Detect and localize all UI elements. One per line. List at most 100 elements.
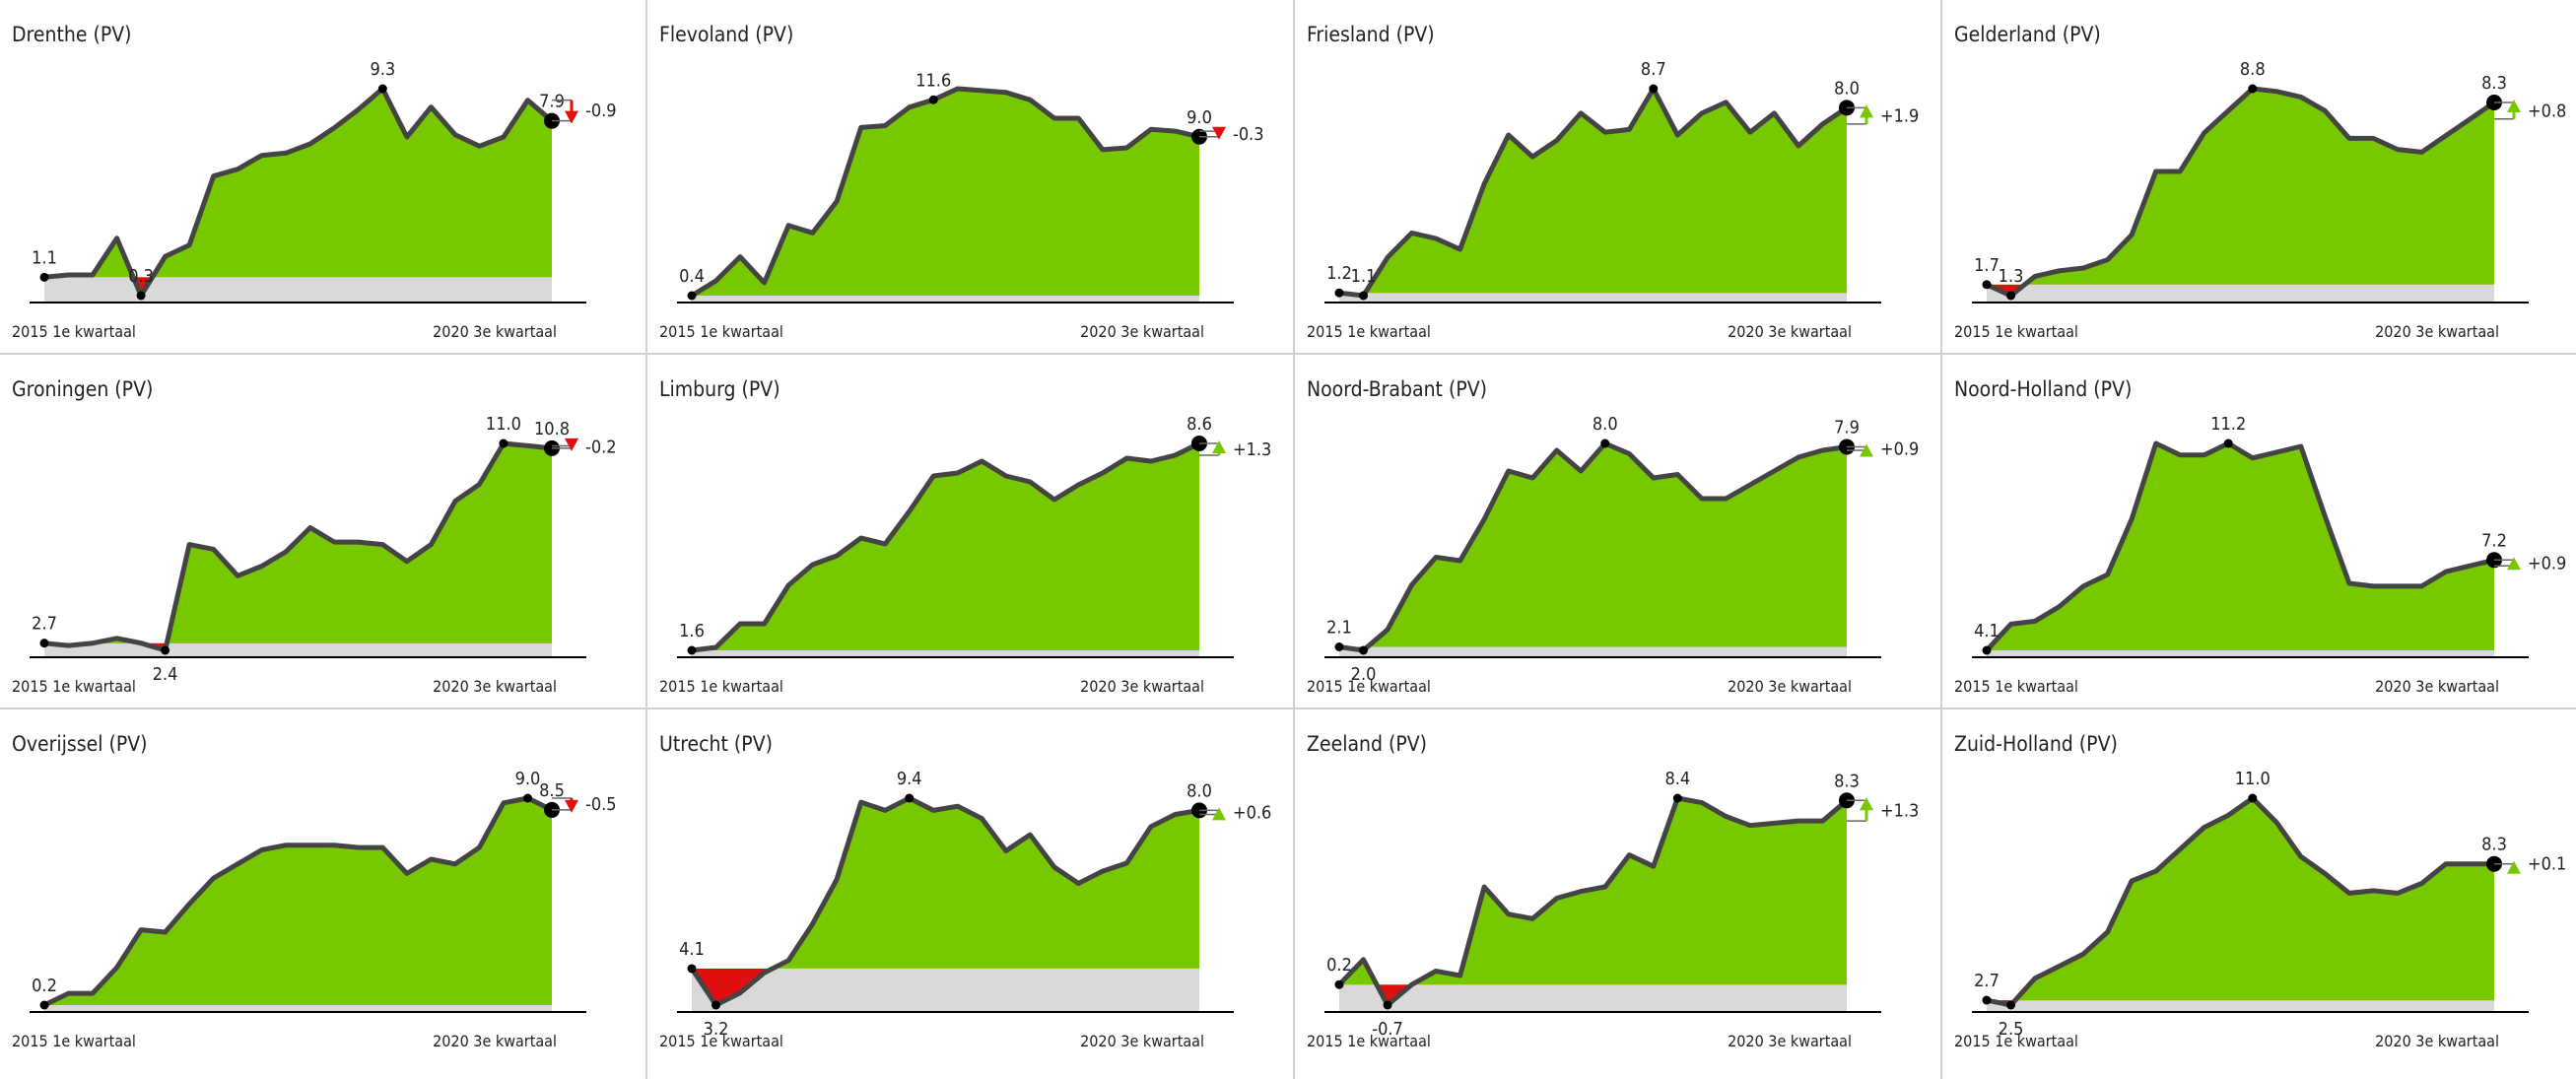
data-point [1334, 979, 1344, 989]
data-point [1359, 291, 1369, 301]
data-label: 2.1 [1326, 618, 1352, 639]
x-axis-start-label: 2015 1e kwartaal [659, 1032, 783, 1050]
chart-panel: Limburg (PV) 1.6 8.6 +1.3 2015 1e kwartaal 20… [647, 355, 1295, 708]
area-above-start [44, 89, 552, 278]
chart-title: Overijssel (PV) [12, 732, 148, 756]
change-arrow-up [2507, 557, 2521, 571]
data-point [499, 438, 508, 448]
data-label: 8.3 [2481, 835, 2507, 855]
series-line [1985, 86, 2496, 299]
data-label: 8.5 [539, 780, 565, 801]
data-label: 1.1 [32, 247, 57, 268]
data-point [39, 1000, 49, 1010]
chart-panel: Noord-Holland (PV) 4.1 11.2 7.2 +0.9 2015 1e … [1942, 355, 2576, 708]
change-label: +0.9 [1880, 438, 1919, 459]
data-label: 8.3 [1834, 771, 1860, 791]
area-above-start [692, 798, 1199, 969]
area-above-start [1339, 89, 1847, 294]
chart-title: Limburg (PV) [659, 377, 780, 401]
data-label: 3.2 [704, 1019, 729, 1040]
chart-title: Groningen (PV) [12, 377, 153, 401]
chart-panel: Flevoland (PV) 0.4 11.6 9.0 -0.3 2015 1e kwar… [647, 0, 1295, 353]
change-bracket [552, 99, 572, 122]
data-point [1982, 995, 1992, 1005]
x-axis-start-label: 2015 1e kwartaal [1954, 322, 2078, 341]
change-bracket [1199, 442, 1219, 456]
chart-svg: Noord-Holland (PV) 4.1 11.2 7.2 +0.9 2015 1e … [1954, 377, 2566, 696]
x-axis-end-label: 2020 3e kwartaal [1080, 322, 1204, 341]
x-axis-start-label: 2015 1e kwartaal [12, 322, 136, 341]
data-point [1359, 645, 1369, 655]
x-axis-end-label: 2020 3e kwartaal [433, 677, 557, 696]
area-above-start [1987, 443, 2494, 650]
data-point [1649, 84, 1659, 94]
baseline-area [44, 642, 552, 657]
data-label: 9.0 [515, 769, 541, 789]
change-arrow-down [565, 110, 578, 124]
baseline-area [1987, 284, 2494, 303]
data-point [39, 272, 49, 282]
area-above-start [1339, 798, 1847, 985]
area-above-start [692, 89, 1199, 296]
data-point [928, 95, 938, 104]
data-label: 8.4 [1664, 769, 1690, 789]
series-line [42, 795, 554, 1008]
chart-svg: Limburg (PV) 1.6 8.6 +1.3 2015 1e kwartaal 20… [659, 377, 1271, 696]
x-axis-end-label: 2020 3e kwartaal [1080, 1032, 1204, 1050]
data-label: 0.3 [128, 266, 154, 287]
x-axis-start-label: 2015 1e kwartaal [1954, 677, 2078, 696]
data-label: 1.7 [1974, 255, 2000, 276]
data-point [2223, 438, 2233, 448]
x-axis-start-label: 2015 1e kwartaal [1307, 1032, 1431, 1050]
chart-svg: Utrecht (PV) 4.1 3.2 9.4 8.0 +0.6 2015 1e kwar… [659, 732, 1271, 1050]
data-label: 8.0 [1593, 414, 1618, 435]
chart-title: Drenthe (PV) [12, 23, 132, 46]
series-line [1338, 86, 1849, 299]
data-label: 2.7 [32, 614, 57, 635]
chart-title: Noord-Holland (PV) [1954, 377, 2132, 401]
data-label: 4.1 [679, 939, 705, 960]
change-bracket [552, 444, 572, 449]
data-label: 8.6 [1186, 414, 1212, 435]
change-bracket [552, 797, 572, 811]
data-label: 7.9 [1834, 418, 1860, 438]
chart-panel: Groningen (PV) 2.7 2.4 11.0 10.8 -0.2 2015 1e … [0, 355, 647, 708]
data-point [1600, 438, 1610, 448]
change-label: -0.2 [585, 438, 617, 458]
change-bracket [2494, 101, 2514, 120]
data-label: 1.6 [679, 621, 705, 641]
x-axis-end-label: 2020 3e kwartaal [1728, 1032, 1852, 1050]
change-label: +0.6 [1233, 802, 1271, 823]
chart-panel: Overijssel (PV) 0.2 9.0 8.5 -0.5 2015 1e kwar… [0, 709, 647, 1062]
x-axis-start-label: 2015 1e kwartaal [1307, 322, 1431, 341]
data-label: 1.2 [1326, 263, 1352, 284]
data-label: 7.2 [2481, 530, 2507, 551]
change-arrow-down [1212, 126, 1226, 140]
panel-divider-vertical [1293, 0, 1295, 1079]
chart-title: Friesland (PV) [1307, 23, 1435, 46]
data-label: 2.0 [1351, 664, 1377, 685]
data-point [522, 793, 532, 803]
change-arrow-down [565, 438, 578, 451]
data-label: 9.3 [370, 59, 395, 80]
baseline-area [1339, 293, 1847, 303]
change-label: -0.3 [1233, 124, 1264, 145]
data-point [2006, 1000, 2016, 1010]
data-point [687, 291, 697, 301]
data-label: 9.4 [897, 769, 922, 789]
x-axis-end-label: 2020 3e kwartaal [2375, 1032, 2499, 1050]
change-arrow-up [1860, 104, 1873, 118]
data-point [39, 639, 49, 648]
change-label: +0.8 [2528, 101, 2566, 121]
chart-title: Utrecht (PV) [659, 732, 773, 756]
chart-title: Gelderland (PV) [1954, 23, 2101, 46]
chart-title: Zeeland (PV) [1307, 732, 1427, 756]
change-arrow-up [1212, 807, 1226, 821]
area-above-start [2014, 798, 2494, 1001]
data-label: 9.0 [1186, 107, 1212, 128]
chart-panel: Zuid-Holland (PV) 2.7 2.5 11.0 8.3 +0.1 2015 1… [1942, 709, 2576, 1062]
data-label: 0.2 [32, 976, 57, 996]
area-above-start [44, 798, 552, 1005]
chart-svg: Flevoland (PV) 0.4 11.6 9.0 -0.3 2015 1e kwar… [659, 23, 1264, 341]
